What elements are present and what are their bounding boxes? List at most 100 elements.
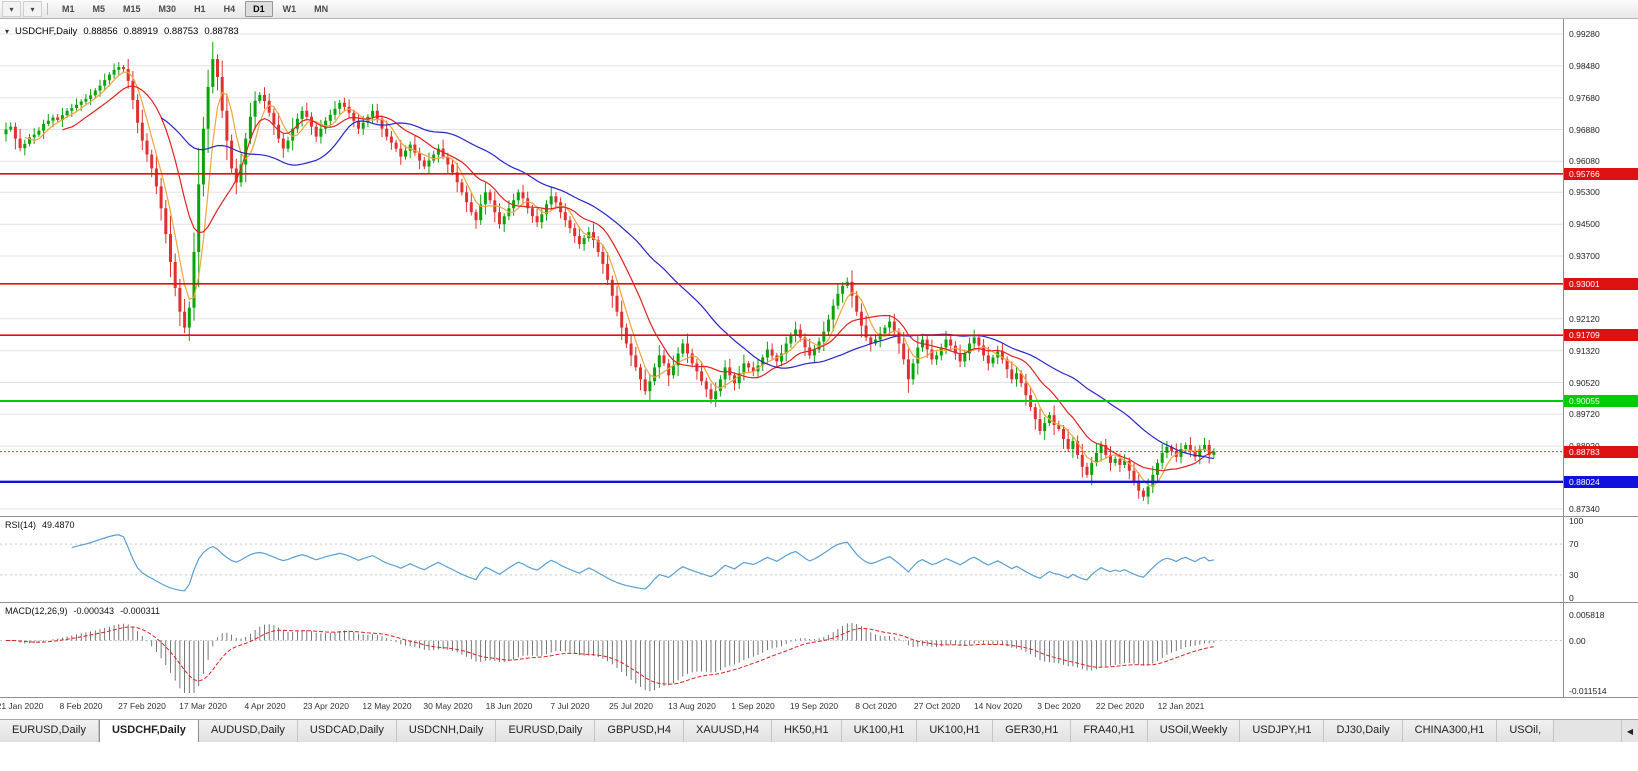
rsi-axis-tick: 0 [1569,593,1574,603]
chart-tab-uk100-h1[interactable]: UK100,H1 [841,720,918,742]
rsi-indicator-label: RSI(14) 49.4870 [5,520,75,530]
timeframe-m30[interactable]: M30 [158,4,177,14]
time-axis-label: 7 Jul 2020 [550,701,590,711]
time-axis-label: 25 Jul 2020 [609,701,653,711]
price-axis-tick: 0.95300 [1569,187,1600,198]
price-axis-tick: 0.96080 [1569,156,1600,167]
time-axis[interactable]: 21 Jan 2020 8 Feb 2020 27 Feb 2020 17 Mar 2… [0,697,1563,717]
macd-axis-tick: -0.011514 [1569,686,1607,696]
chart-tab-ger30-h1[interactable]: GER30,H1 [993,720,1072,742]
time-axis-label: 8 Oct 2020 [855,701,897,711]
price-axis-tick: 0.99280 [1569,29,1600,39]
time-axis-label: 13 Aug 2020 [668,701,716,711]
chart-tabs-bar: EURUSD,Daily USDCHF,Daily AUDUSD,Daily USDC… [0,719,1638,742]
macd-signal-value: -0.000311 [120,606,160,616]
chart-tab-uk100-h1[interactable]: UK100,H1 [917,720,994,742]
macd-value: -0.000343 [73,606,115,616]
price-axis-tick: 0.94500 [1569,219,1600,230]
price-scale[interactable]: 0.99280 0.98480 0.97680 0.96880 0.96080 0.953… [1563,19,1638,697]
chart-tab-dj30-daily[interactable]: DJ30,Daily [1324,720,1403,742]
chart-tab-usoil-weekly[interactable]: USOil,Weekly [1147,720,1241,742]
tab-scroll-icon[interactable]: ◀ [1621,720,1638,742]
price-chart-svg[interactable] [0,19,1563,516]
macd-panel[interactable]: MACD(12,26,9) -0.000343 -0.000311 [0,603,1563,697]
toolbar-icon-group: ▾ ▾ [0,1,42,17]
rsi-axis-tick: 70 [1569,539,1579,550]
chart-tabs: EURUSD,Daily USDCHF,Daily AUDUSD,Daily USDC… [0,720,1621,742]
chart-tab-audusd-daily[interactable]: AUDUSD,Daily [198,720,298,742]
time-axis-label: 22 Dec 2020 [1095,701,1145,711]
chart-tab-usdjpy-h1[interactable]: USDJPY,H1 [1240,720,1325,742]
price-axis-tick: 0.92120 [1569,313,1600,324]
rsi-chart-svg[interactable] [0,517,1563,602]
rsi-axis-tick: 30 [1569,569,1579,580]
time-axis-label: 19 Sep 2020 [789,701,839,711]
timeframe-h4[interactable]: H4 [223,4,236,14]
chart-tab-eurusd-daily[interactable]: EURUSD,Daily [0,720,99,742]
timeframe-mn[interactable]: MN [314,4,329,14]
time-axis-label: 1 Sep 2020 [731,701,775,711]
panel-separator[interactable] [0,516,1638,517]
chart-window: ▾ USDCHF,Daily 0.88856 0.88919 0.88753 0… [0,19,1638,771]
hline-price-badge: 0.93001 [1564,277,1638,290]
chart-tab-fra40-h1[interactable]: FRA40,H1 [1071,720,1148,742]
timeframe-d1[interactable]: D1 [245,1,273,17]
ohlc-open: 0.88856 [83,26,118,37]
panel-separator[interactable] [0,602,1638,603]
chart-tab-china300-h1[interactable]: CHINA300,H1 [1402,720,1498,742]
panel-separator [0,697,1638,698]
charts-list-icon[interactable]: ▾ [2,1,21,17]
chart-tab-gbpusd-h4[interactable]: GBPUSD,H4 [595,720,684,742]
timeframe-w1[interactable]: W1 [282,4,297,14]
time-axis-label: 4 Apr 2020 [244,701,286,711]
macd-indicator-label: MACD(12,26,9) -0.000343 -0.000311 [5,606,160,616]
time-axis-label: 27 Feb 2020 [118,701,166,711]
price-axis-tick: 0.96880 [1569,124,1600,135]
timeframe-m5[interactable]: M5 [92,4,106,14]
chart-tab-eurusd-daily[interactable]: EURUSD,Daily [496,720,596,742]
rsi-name: RSI(14) [5,520,37,530]
time-axis-label: 17 Mar 2020 [179,701,227,711]
price-chart-panel[interactable]: ▾ USDCHF,Daily 0.88856 0.88919 0.88753 0… [0,19,1563,516]
macd-axis-tick: 0.00 [1569,635,1586,646]
chart-tab-usdchf-daily[interactable]: USDCHF,Daily [98,720,199,742]
macd-name: MACD(12,26,9) [5,606,68,616]
rsi-value: 49.4870 [42,520,75,530]
chart-tab-usoil-[interactable]: USOil, [1497,720,1555,742]
chart-tab-hk50-h1[interactable]: HK50,H1 [771,720,842,742]
chart-scroll-icon[interactable]: ▾ [23,1,42,17]
ohlc-low: 0.88753 [164,26,199,37]
price-axis-tick: 0.89720 [1569,409,1600,420]
timeframe-m1[interactable]: M1 [62,4,75,14]
hline-price-badge: 0.91709 [1564,329,1638,342]
chart-symbol-label: USDCHF,Daily [15,26,78,37]
time-axis-label: 27 Oct 2020 [913,701,961,711]
macd-axis-tick: 0.005818 [1569,610,1605,620]
rsi-panel[interactable]: RSI(14) 49.4870 [0,517,1563,602]
hline-price-badge: 0.90055 [1564,395,1638,407]
time-axis-label: 3 Dec 2020 [1037,701,1081,711]
timeframe-toolbar: ▾ ▾ M1 M5 M15 M30 H1 H4 D1 W1 MN [0,0,1638,19]
ohlc-close: 0.88783 [204,26,239,37]
price-axis-tick: 0.97680 [1569,92,1600,103]
chart-ohlc-header: ▾ USDCHF,Daily 0.88856 0.88919 0.88753 0… [5,26,239,37]
time-axis-label: 18 Jun 2020 [485,701,533,711]
price-axis-tick: 0.91320 [1569,345,1600,356]
time-axis-label: 21 Jan 2020 [0,701,44,711]
time-axis-label: 23 Apr 2020 [303,701,349,711]
time-axis-label: 30 May 2020 [423,701,473,711]
chart-tab-usdcnh-daily[interactable]: USDCNH,Daily [396,720,497,742]
timeframe-h1[interactable]: H1 [194,4,206,14]
chart-tab-usdcad-daily[interactable]: USDCAD,Daily [297,720,397,742]
symbol-dropdown-icon[interactable]: ▾ [5,27,10,36]
time-axis-label: 14 Nov 2020 [973,701,1023,711]
toolbar-separator [47,3,48,15]
rsi-axis-tick: 100 [1569,516,1584,526]
price-axis-tick: 0.87340 [1569,504,1600,514]
chart-tab-xauusd-h4[interactable]: XAUUSD,H4 [683,720,772,742]
time-axis-label: 8 Feb 2020 [59,701,103,711]
timeframe-m15[interactable]: M15 [123,4,141,14]
macd-chart-svg[interactable] [0,603,1563,697]
price-axis-tick: 0.98480 [1569,60,1600,71]
current-price-badge: 0.88783 [1564,445,1638,458]
